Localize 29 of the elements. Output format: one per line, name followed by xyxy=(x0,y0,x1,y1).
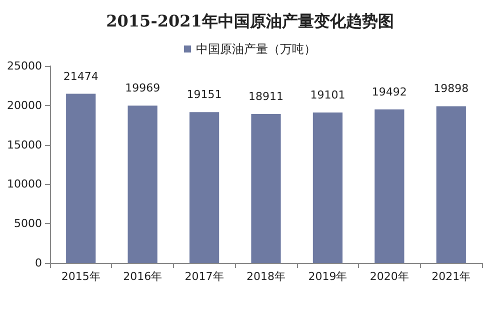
data-label: 18911 xyxy=(248,90,284,103)
data-label: 19492 xyxy=(372,85,407,98)
x-tick-label: 2018年 xyxy=(246,270,286,283)
y-tick-label: 25000 xyxy=(7,60,42,72)
y-tick-label: 20000 xyxy=(7,98,42,112)
x-tick-label: 2021年 xyxy=(432,270,471,283)
bar xyxy=(251,114,281,263)
data-label: 19101 xyxy=(310,88,346,102)
y-tick-label: 10000 xyxy=(7,178,42,191)
x-tick-label: 2016年 xyxy=(123,270,162,283)
bar xyxy=(189,112,220,263)
chart-title: 2015-2021年中国原油产量变化趋势图 xyxy=(106,12,394,30)
x-tick-label: 2019年 xyxy=(308,270,348,283)
x-tick-label: 2017年 xyxy=(184,270,224,283)
data-label: 19151 xyxy=(186,88,222,102)
bar xyxy=(128,106,158,263)
y-tick-label: 0 xyxy=(35,256,42,270)
bar xyxy=(312,112,343,263)
data-label: 19898 xyxy=(434,82,469,96)
y-tick-label: 15000 xyxy=(7,138,42,152)
y-tick-label: 5000 xyxy=(14,217,42,230)
legend-label: 中国原油产量（万吨） xyxy=(196,42,316,56)
data-label: 21474 xyxy=(63,70,98,83)
bar xyxy=(374,109,404,263)
x-tick-label: 2015年 xyxy=(61,270,100,283)
x-tick-label: 2020年 xyxy=(370,270,409,283)
data-label: 19969 xyxy=(125,82,160,95)
bar xyxy=(436,106,466,263)
bar xyxy=(66,94,96,263)
